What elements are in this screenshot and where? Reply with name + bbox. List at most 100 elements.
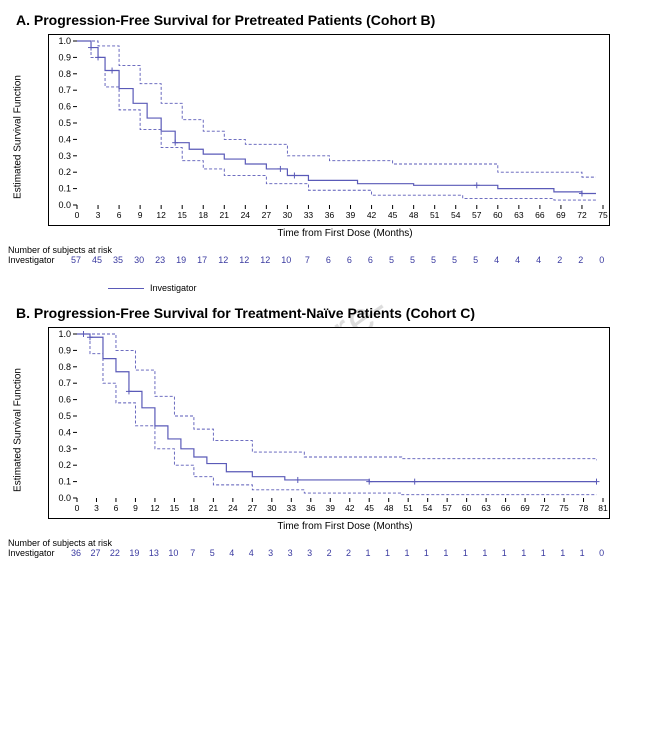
- svg-text:0: 0: [75, 210, 80, 220]
- panel-a-risk-values: 5745353023191712121210766655555444220: [65, 255, 612, 265]
- panel-a-risk-heading: Number of subjects at risk: [8, 245, 642, 255]
- risk-count: 2: [319, 548, 338, 558]
- svg-text:3: 3: [94, 503, 99, 513]
- panel-b-risk-values: 3627221913107544333221111111111110: [66, 548, 611, 558]
- svg-text:0.5: 0.5: [58, 411, 71, 421]
- svg-text:72: 72: [577, 210, 587, 220]
- svg-text:75: 75: [559, 503, 569, 513]
- svg-text:12: 12: [150, 503, 160, 513]
- svg-text:0.6: 0.6: [58, 102, 71, 112]
- risk-count: 36: [66, 548, 85, 558]
- svg-text:33: 33: [304, 210, 314, 220]
- svg-text:60: 60: [493, 210, 503, 220]
- risk-count: 2: [570, 255, 591, 265]
- svg-text:0.6: 0.6: [58, 395, 71, 405]
- risk-count: 3: [261, 548, 280, 558]
- svg-text:48: 48: [384, 503, 394, 513]
- svg-text:33: 33: [287, 503, 297, 513]
- legend-line-swatch: [108, 288, 144, 289]
- svg-text:1.0: 1.0: [58, 36, 71, 46]
- risk-count: 12: [234, 255, 255, 265]
- svg-text:6: 6: [114, 503, 119, 513]
- risk-count: 1: [358, 548, 377, 558]
- svg-text:51: 51: [430, 210, 440, 220]
- panel-b-ylabel: Estimated Survival Function: [13, 368, 24, 492]
- risk-count: 3: [300, 548, 319, 558]
- svg-text:57: 57: [472, 210, 482, 220]
- risk-count: 1: [436, 548, 455, 558]
- svg-text:66: 66: [535, 210, 545, 220]
- panel-a-risk-table: Number of subjects at risk Investigator …: [8, 245, 642, 265]
- risk-count: 12: [255, 255, 276, 265]
- panel-b-risk-table: Number of subjects at risk Investigator …: [8, 538, 642, 558]
- svg-text:18: 18: [199, 210, 209, 220]
- panel-a: A. Progression-Free Survival for Pretrea…: [8, 12, 642, 265]
- risk-count: 0: [591, 255, 612, 265]
- risk-count: 19: [125, 548, 144, 558]
- risk-count: 1: [514, 548, 533, 558]
- panel-a-chart-wrap: Estimated Survival Function 0.00.10.20.3…: [48, 34, 642, 239]
- svg-text:24: 24: [228, 503, 238, 513]
- svg-text:0.5: 0.5: [58, 118, 71, 128]
- svg-text:69: 69: [520, 503, 530, 513]
- svg-text:0.1: 0.1: [58, 477, 71, 487]
- svg-text:60: 60: [462, 503, 472, 513]
- svg-text:0.4: 0.4: [58, 427, 71, 437]
- svg-text:9: 9: [133, 503, 138, 513]
- svg-text:1.0: 1.0: [58, 329, 71, 339]
- panel-a-km-chart: 0.00.10.20.30.40.50.60.70.80.91.00369121…: [48, 34, 610, 226]
- panel-b-km-chart: 0.00.10.20.30.40.50.60.70.80.91.00369121…: [48, 327, 610, 519]
- risk-count: 6: [360, 255, 381, 265]
- svg-text:42: 42: [367, 210, 377, 220]
- risk-count: 4: [507, 255, 528, 265]
- svg-text:15: 15: [170, 503, 180, 513]
- svg-text:75: 75: [598, 210, 608, 220]
- svg-text:54: 54: [451, 210, 461, 220]
- risk-count: 1: [397, 548, 416, 558]
- svg-text:0.7: 0.7: [58, 378, 71, 388]
- panel-b-xlabel: Time from First Dose (Months): [48, 521, 642, 532]
- svg-text:78: 78: [579, 503, 589, 513]
- risk-count: 4: [222, 548, 241, 558]
- risk-count: 17: [192, 255, 213, 265]
- svg-text:72: 72: [540, 503, 550, 513]
- svg-text:42: 42: [345, 503, 355, 513]
- risk-count: 10: [164, 548, 183, 558]
- svg-text:45: 45: [364, 503, 374, 513]
- svg-text:0: 0: [75, 503, 80, 513]
- svg-text:0.7: 0.7: [58, 85, 71, 95]
- legend: Investigator: [108, 283, 642, 293]
- svg-text:3: 3: [96, 210, 101, 220]
- svg-text:0.0: 0.0: [58, 493, 71, 503]
- svg-text:54: 54: [423, 503, 433, 513]
- svg-text:27: 27: [248, 503, 258, 513]
- risk-count: 19: [171, 255, 192, 265]
- svg-text:21: 21: [209, 503, 219, 513]
- risk-count: 7: [297, 255, 318, 265]
- svg-text:81: 81: [598, 503, 608, 513]
- risk-count: 5: [203, 548, 222, 558]
- panel-a-xlabel: Time from First Dose (Months): [48, 228, 642, 239]
- risk-count: 27: [86, 548, 105, 558]
- svg-text:63: 63: [514, 210, 524, 220]
- svg-text:21: 21: [220, 210, 230, 220]
- svg-text:9: 9: [138, 210, 143, 220]
- risk-count: 1: [495, 548, 514, 558]
- svg-text:0.2: 0.2: [58, 167, 71, 177]
- risk-count: 2: [549, 255, 570, 265]
- risk-count: 3: [280, 548, 299, 558]
- risk-count: 1: [475, 548, 494, 558]
- risk-count: 4: [241, 548, 260, 558]
- svg-text:0.9: 0.9: [58, 345, 71, 355]
- svg-text:63: 63: [481, 503, 491, 513]
- legend-label: Investigator: [150, 283, 197, 293]
- panel-b-title: B. Progression-Free Survival for Treatme…: [16, 305, 642, 321]
- panel-a-ylabel: Estimated Survival Function: [13, 75, 24, 199]
- risk-count: 22: [105, 548, 124, 558]
- risk-count: 4: [486, 255, 507, 265]
- risk-count: 12: [213, 255, 234, 265]
- svg-text:0.9: 0.9: [58, 52, 71, 62]
- risk-count: 1: [378, 548, 397, 558]
- risk-count: 5: [402, 255, 423, 265]
- risk-count: 1: [456, 548, 475, 558]
